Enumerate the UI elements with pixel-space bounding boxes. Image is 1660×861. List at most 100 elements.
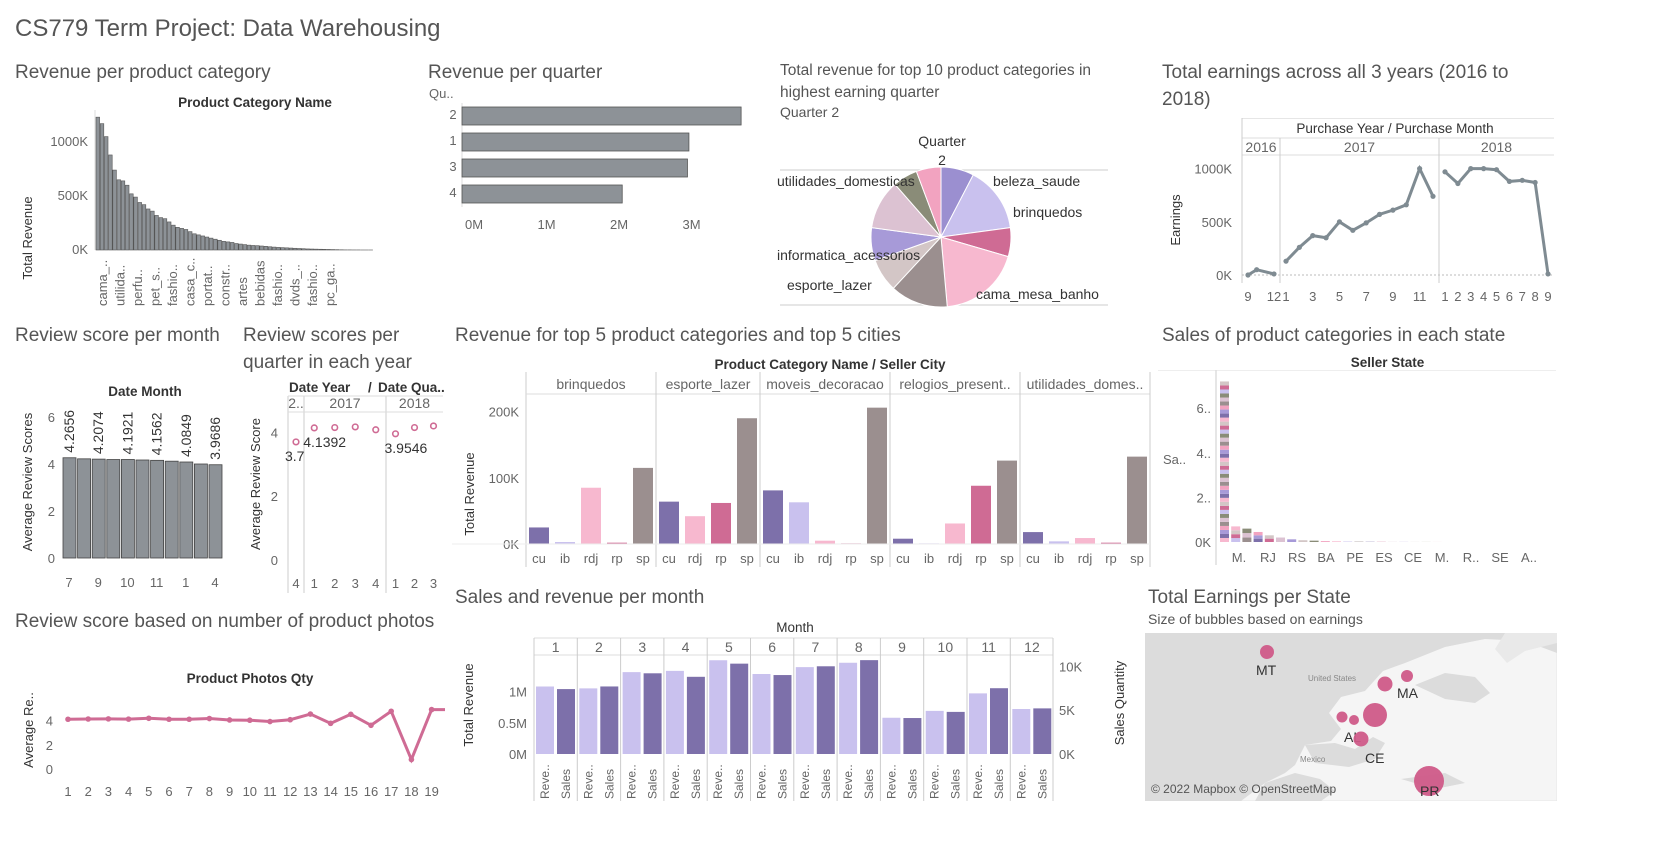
map-bubble[interactable] — [1378, 677, 1393, 692]
map-bubble[interactable] — [1363, 703, 1387, 727]
state-xtick: CE — [1404, 550, 1422, 565]
top5-group-label: utilidades_domes.. — [1027, 376, 1144, 392]
cat-bar — [130, 194, 134, 250]
rm-bar — [180, 462, 193, 558]
sr-sales-bar — [730, 664, 748, 754]
photos-point — [146, 715, 152, 721]
earn-point — [1520, 178, 1525, 183]
cat-bar — [151, 211, 155, 250]
rq-point — [311, 425, 317, 431]
top5-bar — [893, 539, 913, 544]
photos-xtick: 8 — [206, 784, 213, 799]
salesrev-ylabel-left: Total Revenue — [461, 663, 476, 746]
sr-sales-bar — [600, 686, 618, 754]
rq-xtick: 1 — [392, 576, 399, 591]
rq-xtick: 2 — [411, 576, 418, 591]
top5-xtick: rp — [975, 551, 987, 566]
quarter-xtick: 1M — [537, 217, 555, 232]
state-sales-header: Seller State — [1290, 355, 1485, 370]
state-bar-segment — [1220, 486, 1229, 490]
earn-point — [1323, 235, 1328, 240]
state-bar-segment — [1220, 410, 1229, 414]
cat-bar — [134, 197, 138, 250]
earnings-map[interactable]: United States Mexico MT MA AL CE PR © 20… — [1145, 633, 1557, 801]
photos-chart: Average Re.. 4201 2 3 4 5 6 7 8 9 10 11 12 13 14 15 16 1… — [15, 685, 445, 805]
cat-bar — [197, 235, 201, 250]
state-bar-segment — [1220, 466, 1229, 470]
cat-bar — [323, 249, 327, 250]
cat-bar — [281, 248, 285, 250]
earn-xtick: 11 — [1413, 289, 1427, 304]
sr-sales-bar — [947, 712, 965, 754]
state-bar-segment — [1220, 389, 1229, 393]
top5-ylabel: Total Revenue — [462, 452, 477, 535]
photos-xtick: 2 — [85, 784, 92, 799]
cat-bar — [306, 249, 310, 250]
sr-bar-label: Reve.. — [581, 764, 595, 799]
rm-data-label: 4.0849 — [178, 414, 194, 457]
state-xtick: BA — [1317, 550, 1335, 565]
cat-bar — [214, 239, 218, 250]
state-bar-segment — [1220, 534, 1229, 538]
state-bar-segment — [1220, 522, 1229, 526]
cat-ytick: 0K — [72, 242, 88, 257]
state-ytick: 4.. — [1197, 446, 1211, 461]
earn-xtick: 3 — [1467, 289, 1474, 304]
top5-bar — [685, 516, 705, 544]
top5-bar — [763, 490, 783, 544]
rq-point — [373, 427, 379, 433]
top5-bar — [581, 488, 601, 544]
rq-header-left: Date Year — [289, 380, 351, 395]
top5-bar — [971, 486, 991, 544]
state-xtick: M. — [1435, 550, 1449, 565]
cat-bar — [327, 249, 331, 250]
photos-point — [65, 716, 71, 722]
map-bubble[interactable] — [1354, 732, 1369, 747]
cat-bar — [100, 124, 104, 250]
photos-point — [227, 717, 233, 723]
earn-ytick: 500K — [1202, 215, 1233, 230]
sr-bar-label: Reve.. — [1014, 764, 1028, 799]
map-bubble[interactable] — [1337, 712, 1348, 723]
quarter-xtick: 2M — [610, 217, 628, 232]
cat-ytick: 500K — [58, 188, 89, 203]
earn-xtick: 4 — [1480, 289, 1487, 304]
map-bubble[interactable] — [1349, 715, 1359, 725]
quarter-label: 2 — [449, 107, 456, 122]
sr-revenue-bar — [579, 688, 597, 754]
cat-xtick: artes — [235, 277, 250, 306]
photos-xtick: 12 — [283, 784, 297, 799]
quarter-bar — [462, 107, 741, 125]
earn-xtick: 12 — [1267, 289, 1281, 304]
rm-bar — [136, 460, 149, 558]
rq-xtick: 1 — [311, 576, 318, 591]
top5-xtick: rp — [845, 551, 857, 566]
top5-bar — [1127, 457, 1147, 544]
state-bar-segment — [1220, 490, 1229, 494]
rq-point — [293, 439, 299, 445]
rq-ytick: 4 — [271, 425, 278, 440]
state-bar-segment — [1220, 426, 1229, 430]
photos-xtick: 17 — [384, 784, 398, 799]
sr-bar-label: Reve.. — [625, 764, 639, 799]
cat-xtick: pc_ga.. — [323, 263, 338, 306]
photos-point — [247, 717, 253, 723]
earn-point — [1271, 271, 1276, 276]
sr-bar-label: Sales — [776, 769, 790, 799]
map-bubble[interactable] — [1401, 670, 1413, 682]
sr-month: 1 — [552, 639, 560, 655]
state-xtick: R.. — [1463, 550, 1480, 565]
state-sales-title: Sales of product categories in each stat… — [1162, 322, 1505, 349]
top5-title: Revenue for top 5 product categories and… — [455, 322, 901, 349]
state-ytick: 0K — [1195, 535, 1211, 550]
map-bubble[interactable] — [1260, 645, 1274, 659]
earn-ytick: 0K — [1216, 268, 1232, 283]
sr-revenue-bar — [1012, 709, 1030, 754]
cat-bar — [109, 155, 113, 250]
quarter-bar — [462, 159, 687, 177]
sr-month: 11 — [981, 639, 996, 655]
top5-xtick: cu — [662, 551, 676, 566]
state-bar-segment — [1220, 438, 1229, 442]
review-month-header: Date Month — [60, 384, 230, 399]
sr-ytick-right: 0K — [1059, 747, 1075, 762]
